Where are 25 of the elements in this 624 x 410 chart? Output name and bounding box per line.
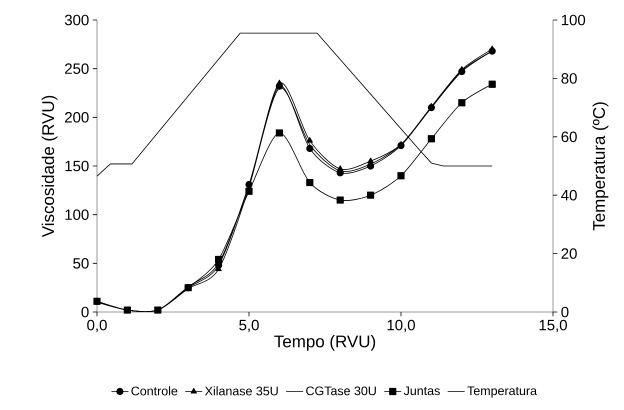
x-tick-label: 5,0	[239, 320, 259, 332]
y2-tick-label: 60	[562, 132, 577, 142]
legend-label: Xilanase 35U	[204, 386, 278, 396]
y-tick-label: 100	[65, 209, 89, 220]
y-tick-label: 150	[65, 160, 89, 172]
x-tick-label: 15,0	[540, 320, 567, 332]
legend-label: Temperatura	[467, 386, 538, 398]
y-tick-label: 250	[65, 63, 89, 74]
y-tick-label: 200	[65, 112, 89, 123]
legend-label: CGTase 30U	[306, 386, 376, 396]
x-tick-label: 0,0	[87, 320, 107, 332]
x-axis-title: Tempo (RVU)	[274, 334, 376, 351]
legend-label: Controle	[131, 386, 178, 396]
y2-tick-label: 20	[562, 248, 577, 259]
y-axis-title: Viscosidade (RVU)	[42, 96, 58, 238]
legend-label: Juntas	[404, 386, 440, 396]
y-tick-label: 50	[73, 258, 89, 269]
x-tick-label: 10,0	[388, 320, 415, 332]
y-tick-label: 0	[81, 306, 89, 318]
y2-tick-label: 40	[561, 190, 577, 200]
y2-tick-label: 80	[561, 73, 577, 84]
y2-axis-title: Temperatura (ºC)	[592, 102, 608, 230]
y2-tick-label: 100	[562, 14, 586, 26]
y2-tick-label: 0	[561, 306, 568, 318]
y-tick-label: 300	[64, 14, 89, 26]
